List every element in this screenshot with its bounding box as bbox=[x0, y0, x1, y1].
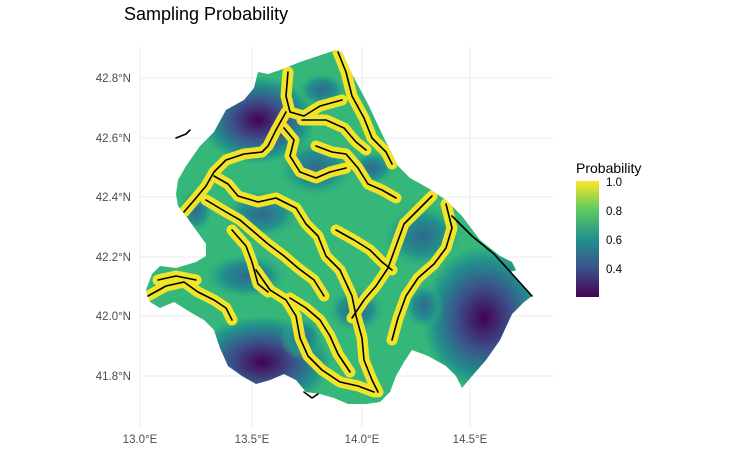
legend-label: 0.4 bbox=[606, 264, 622, 276]
x-tick-label: 13.0°E bbox=[123, 434, 158, 446]
y-tick-label: 42.4°N bbox=[96, 192, 131, 204]
legend-label: 1.0 bbox=[606, 177, 622, 189]
y-axis-labels: 42.8°N 42.6°N 42.4°N 42.2°N 42.0°N 41.8°… bbox=[96, 73, 131, 383]
x-tick-label: 14.5°E bbox=[453, 434, 488, 446]
river-lines bbox=[147, 51, 533, 399]
legend-label: 0.8 bbox=[606, 206, 622, 218]
x-tick-label: 14.0°E bbox=[345, 434, 380, 446]
y-tick-label: 42.6°N bbox=[96, 133, 131, 145]
map-title: Sampling Probability bbox=[124, 4, 289, 24]
probability-legend: Probability 1.0 0.8 0.6 0.4 bbox=[576, 160, 696, 310]
x-tick-label: 13.5°E bbox=[235, 434, 270, 446]
y-tick-label: 42.2°N bbox=[96, 252, 131, 264]
y-tick-label: 41.8°N bbox=[96, 371, 131, 383]
x-axis-labels: 13.0°E 13.5°E 14.0°E 14.5°E bbox=[123, 434, 488, 446]
legend-title: Probability bbox=[576, 160, 642, 176]
y-tick-label: 42.0°N bbox=[96, 311, 131, 323]
legend-colorbar bbox=[576, 181, 599, 297]
y-tick-label: 42.8°N bbox=[96, 73, 131, 85]
legend-label: 0.6 bbox=[606, 235, 622, 247]
